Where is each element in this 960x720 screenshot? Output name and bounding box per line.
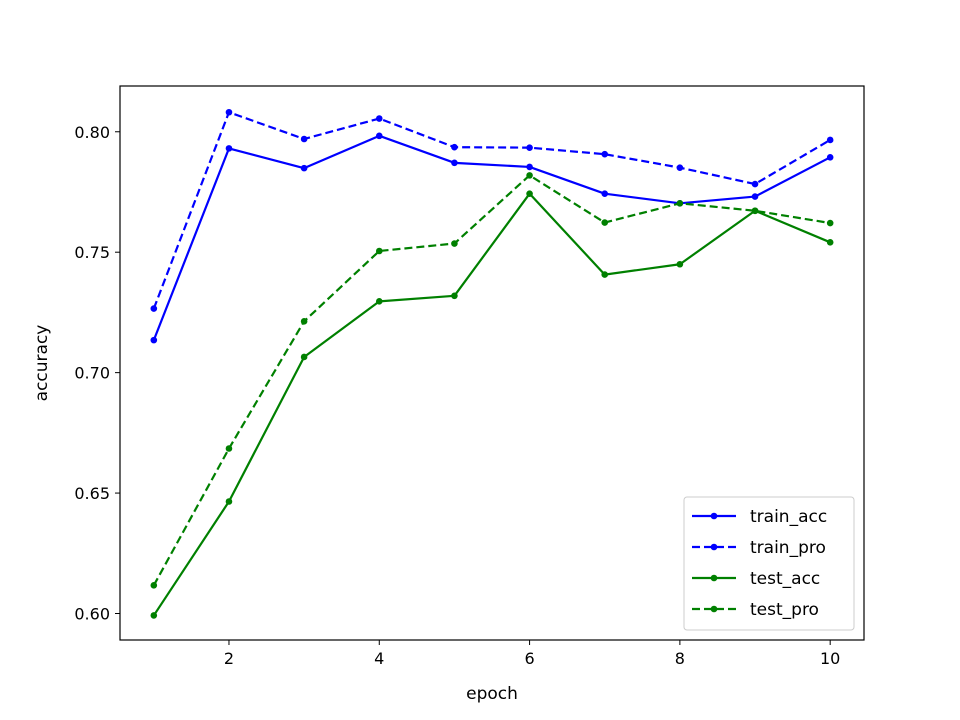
data-point [526, 190, 533, 197]
legend-label: train_pro [750, 538, 826, 558]
data-point [150, 336, 158, 344]
data-point [826, 219, 834, 227]
x-tick-label: 2 [224, 649, 234, 668]
axes-frame [119, 85, 865, 641]
legend-swatch-marker [710, 574, 718, 582]
data-point [526, 144, 533, 151]
data-point [826, 239, 834, 246]
legend-swatch-marker [710, 605, 718, 613]
data-point [751, 193, 759, 200]
data-point [601, 150, 609, 158]
legend-label: test_acc [750, 569, 820, 589]
data-point [601, 190, 609, 197]
data-point [676, 164, 684, 171]
data-point [375, 132, 383, 140]
data-point [225, 108, 233, 116]
data-point [601, 271, 609, 278]
data-point [375, 247, 383, 255]
data-point [451, 159, 458, 167]
series-train-acc [150, 132, 834, 344]
series-group [150, 108, 834, 619]
y-axis: 0.60 0.65 0.70 0.75 0.80 [74, 123, 120, 624]
legend-frame [683, 496, 855, 631]
plot-area [119, 85, 865, 641]
data-point [676, 200, 684, 207]
y-tick-label: 0.80 [74, 123, 110, 142]
data-point [526, 163, 533, 171]
data-point [225, 445, 233, 452]
x-axis: 2 4 6 8 10 [224, 640, 840, 668]
x-tick-label: 6 [524, 649, 534, 668]
x-tick-label: 4 [374, 649, 384, 668]
data-point [601, 219, 609, 226]
series-line [152, 134, 831, 341]
data-point [451, 240, 458, 247]
y-tick-label: 0.75 [74, 243, 110, 262]
data-point [300, 164, 308, 172]
data-point [300, 135, 308, 143]
y-tick-label: 0.70 [74, 364, 110, 383]
data-point [826, 136, 834, 144]
data-point [451, 143, 458, 151]
legend-swatch-marker [710, 512, 718, 520]
data-point [225, 498, 233, 505]
data-point [225, 145, 233, 152]
data-point [751, 207, 759, 215]
series-test-pro [150, 172, 834, 589]
data-point [526, 172, 533, 179]
y-tick-label: 0.65 [74, 484, 110, 503]
legend-label: test_pro [750, 600, 819, 620]
series-line [152, 174, 831, 586]
series-line [152, 111, 831, 309]
data-point [751, 180, 759, 188]
data-point [150, 612, 158, 619]
data-point [676, 260, 684, 268]
x-tick-label: 10 [820, 649, 840, 668]
series-line [152, 192, 831, 617]
data-point [150, 305, 158, 312]
y-axis-label: accuracy [32, 325, 52, 402]
data-point [300, 353, 308, 361]
legend: train_acc train_pro test_acc test_pro [683, 496, 855, 631]
data-point [300, 318, 308, 325]
legend-swatch-marker [710, 543, 718, 551]
data-point [375, 115, 383, 122]
x-tick-label: 8 [675, 649, 685, 668]
data-point [451, 292, 458, 300]
data-point [826, 153, 834, 161]
legend-label: train_acc [750, 507, 827, 527]
series-train-pro [150, 108, 834, 312]
data-point [150, 582, 158, 589]
data-point [375, 298, 383, 305]
y-tick-label: 0.60 [74, 605, 110, 624]
x-axis-label: epoch [466, 684, 518, 704]
